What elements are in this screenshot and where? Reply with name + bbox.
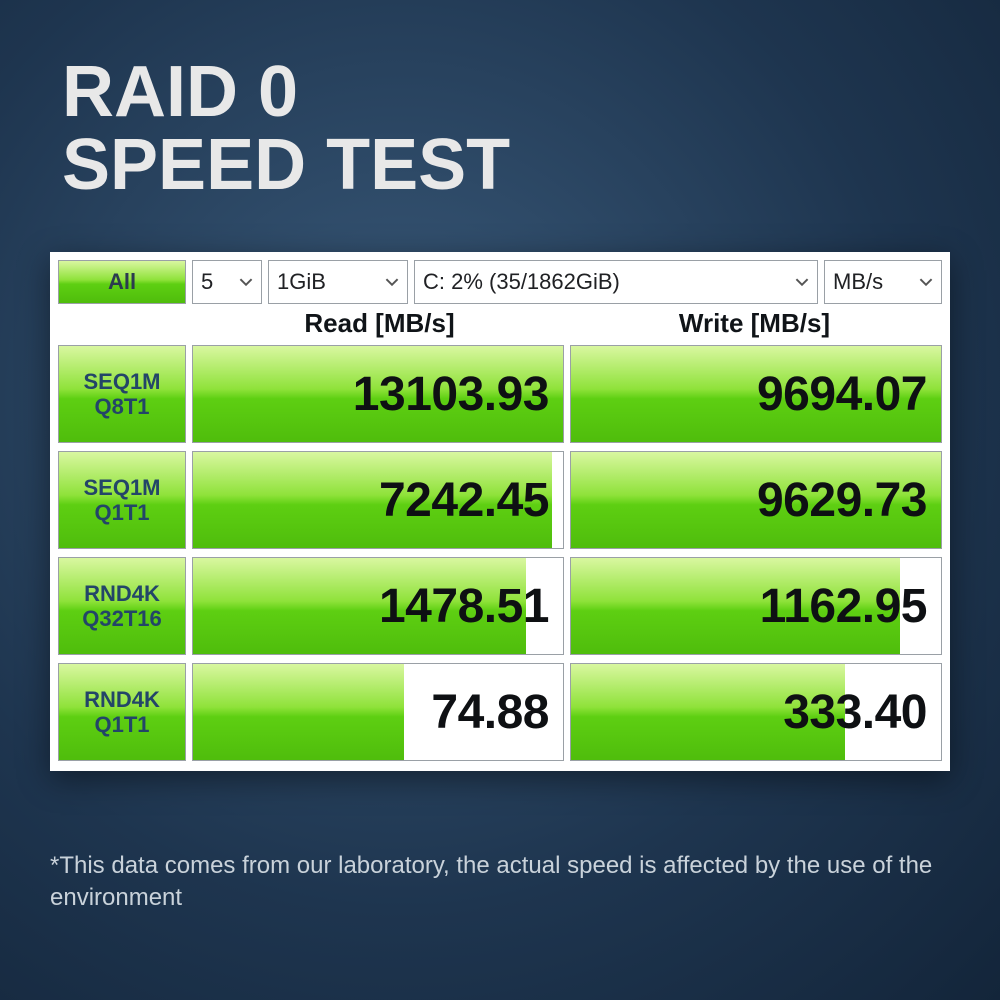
table-row: RND4KQ32T161478.511162.95 xyxy=(58,557,942,655)
rows-container: SEQ1MQ8T113103.939694.07SEQ1MQ1T17242.45… xyxy=(50,345,950,771)
toolbar: All 5 1GiB C: 2% (35/1862GiB) MB/s xyxy=(50,252,950,306)
row-label-line2: Q1T1 xyxy=(94,712,149,737)
row-label-line2: Q8T1 xyxy=(94,394,149,419)
page-title: RAID 0 SPEED TEST xyxy=(0,0,1000,203)
table-row: SEQ1MQ8T113103.939694.07 xyxy=(58,345,942,443)
size-select[interactable]: 1GiB xyxy=(268,260,408,304)
read-value: 7242.45 xyxy=(193,452,563,548)
all-button[interactable]: All xyxy=(58,260,186,304)
chevron-down-icon xyxy=(795,275,809,289)
row-label-line1: RND4K xyxy=(84,581,160,606)
benchmark-panel: All 5 1GiB C: 2% (35/1862GiB) MB/s Read … xyxy=(50,252,950,771)
unit-value: MB/s xyxy=(833,269,911,295)
row-label-line1: RND4K xyxy=(84,687,160,712)
chevron-down-icon xyxy=(239,275,253,289)
write-header: Write [MB/s] xyxy=(567,308,942,339)
row-label-line2: Q32T16 xyxy=(82,606,162,631)
row-label-line1: SEQ1M xyxy=(83,475,160,500)
row-label-line1: SEQ1M xyxy=(83,369,160,394)
write-cell: 1162.95 xyxy=(570,557,942,655)
row-label-line2: Q1T1 xyxy=(94,500,149,525)
read-cell: 7242.45 xyxy=(192,451,564,549)
runs-value: 5 xyxy=(201,269,231,295)
write-value: 9694.07 xyxy=(571,346,941,442)
footnote: *This data comes from our laboratory, th… xyxy=(50,850,950,915)
chevron-down-icon xyxy=(919,275,933,289)
read-value: 1478.51 xyxy=(193,558,563,654)
write-cell: 9629.73 xyxy=(570,451,942,549)
read-value: 13103.93 xyxy=(193,346,563,442)
unit-select[interactable]: MB/s xyxy=(824,260,942,304)
read-cell: 13103.93 xyxy=(192,345,564,443)
chevron-down-icon xyxy=(385,275,399,289)
rnd4k-q1t1-button[interactable]: RND4KQ1T1 xyxy=(58,663,186,761)
drive-value: C: 2% (35/1862GiB) xyxy=(423,269,787,295)
seq1m-q1t1-button[interactable]: SEQ1MQ1T1 xyxy=(58,451,186,549)
header-spacer xyxy=(58,308,186,339)
write-value: 1162.95 xyxy=(571,558,941,654)
read-cell: 74.88 xyxy=(192,663,564,761)
read-value: 74.88 xyxy=(193,664,563,760)
write-cell: 333.40 xyxy=(570,663,942,761)
write-value: 333.40 xyxy=(571,664,941,760)
seq1m-q8t1-button[interactable]: SEQ1MQ8T1 xyxy=(58,345,186,443)
write-cell: 9694.07 xyxy=(570,345,942,443)
title-line-2: SPEED TEST xyxy=(62,129,1000,202)
title-line-1: RAID 0 xyxy=(62,56,1000,129)
read-cell: 1478.51 xyxy=(192,557,564,655)
size-value: 1GiB xyxy=(277,269,377,295)
read-header: Read [MB/s] xyxy=(192,308,567,339)
column-headers: Read [MB/s] Write [MB/s] xyxy=(50,306,950,345)
drive-select[interactable]: C: 2% (35/1862GiB) xyxy=(414,260,818,304)
runs-select[interactable]: 5 xyxy=(192,260,262,304)
write-value: 9629.73 xyxy=(571,452,941,548)
table-row: SEQ1MQ1T17242.459629.73 xyxy=(58,451,942,549)
table-row: RND4KQ1T174.88333.40 xyxy=(58,663,942,761)
rnd4k-q32t16-button[interactable]: RND4KQ32T16 xyxy=(58,557,186,655)
